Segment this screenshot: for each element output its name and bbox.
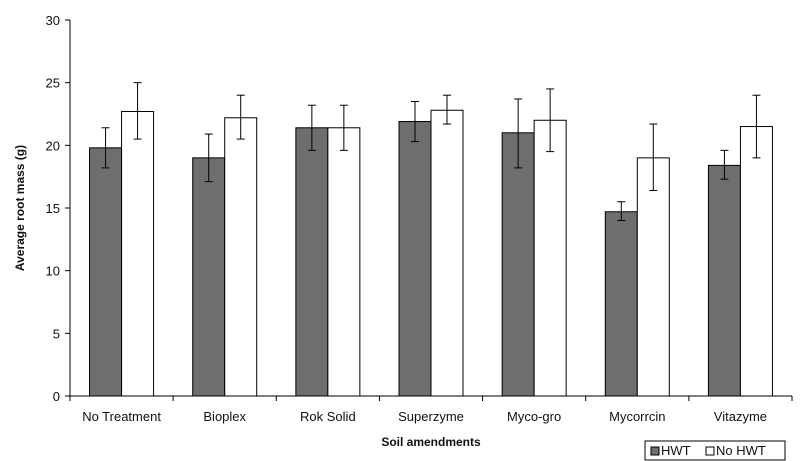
legend-swatch-hwt — [651, 447, 659, 455]
x-tick-label: Bioplex — [203, 409, 246, 424]
x-tick-label: Mycorrcin — [609, 409, 665, 424]
legend: HWT No HWT — [645, 441, 785, 460]
bar-no-hwt — [534, 120, 566, 396]
x-tick-label: Myco-gro — [507, 409, 561, 424]
x-axis-title: Soil amendments — [381, 435, 481, 449]
x-tick-label: Vitazyme — [714, 409, 767, 424]
bar-hwt — [296, 128, 328, 396]
y-tick-label: 30 — [46, 13, 60, 28]
bar-hwt — [708, 165, 740, 396]
y-tick-label: 10 — [46, 264, 60, 279]
bar-no-hwt — [328, 128, 360, 396]
legend-label-hwt: HWT — [661, 443, 691, 458]
legend-label-no-hwt: No HWT — [716, 443, 766, 458]
bar-no-hwt — [225, 118, 257, 396]
x-axis-ticks: No Treatment Bioplex Rok Solid Superzyme Myc… — [70, 396, 792, 424]
x-tick-label: Rok Solid — [300, 409, 356, 424]
bar-hwt — [605, 212, 637, 396]
bar-hwt — [193, 158, 225, 396]
y-axis-ticks: 0 5 10 15 20 25 30 — [46, 13, 70, 404]
bar-no-hwt — [431, 110, 463, 396]
legend-swatch-no-hwt — [706, 447, 714, 455]
bar-no-hwt — [740, 127, 772, 396]
y-tick-label: 5 — [53, 326, 60, 341]
bars — [90, 110, 773, 396]
y-tick-label: 0 — [53, 389, 60, 404]
plot-area: 0 5 10 15 20 25 30 No Treatment Bioplex Rok Soli… — [46, 13, 792, 424]
bar-hwt — [399, 122, 431, 396]
bar-no-hwt — [637, 158, 669, 396]
bar-no-hwt — [122, 111, 154, 396]
bar-hwt — [502, 133, 534, 396]
x-tick-label: Superzyme — [398, 409, 464, 424]
y-axis-title: Average root mass (g) — [13, 145, 27, 271]
y-tick-label: 20 — [46, 138, 60, 153]
y-tick-label: 25 — [46, 76, 60, 91]
x-tick-label: No Treatment — [82, 409, 161, 424]
bar-hwt — [90, 148, 122, 396]
y-tick-label: 15 — [46, 201, 60, 216]
